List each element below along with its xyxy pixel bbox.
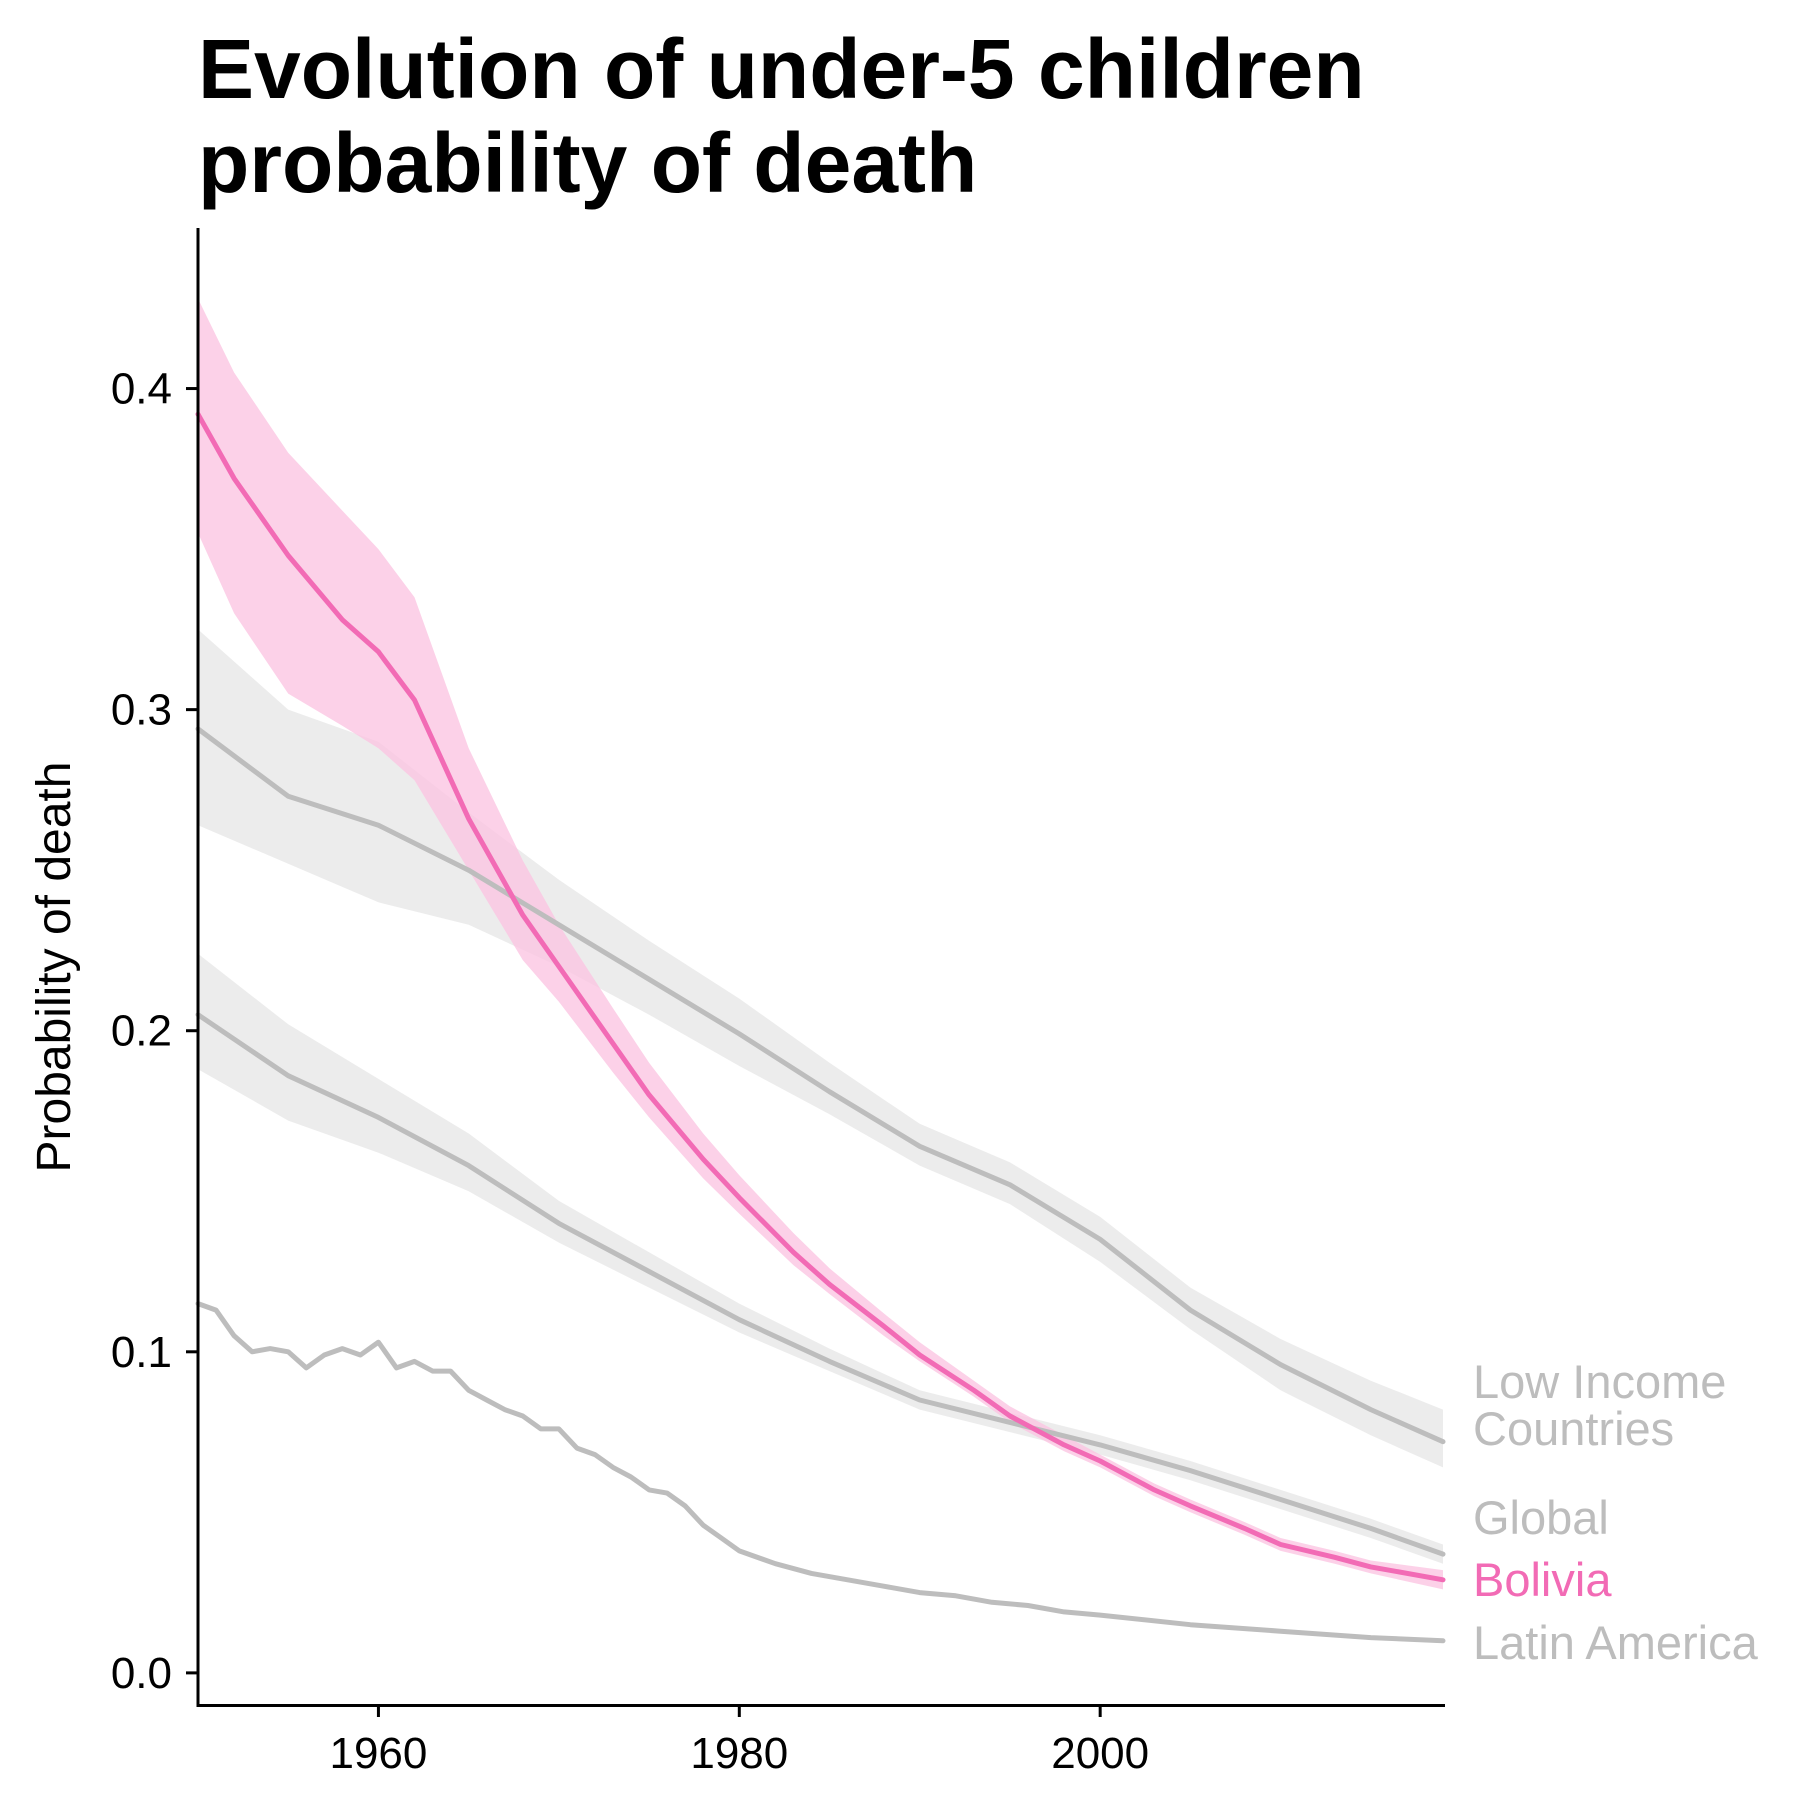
low-income-countries-label: Low Income Countries [1473,1355,1726,1455]
chart-title: Evolution of under-5 children probabilit… [198,22,1698,210]
series-labels: Low Income Countries Global Latin America Bo… [1473,1355,1759,1669]
x-tick-label: 1980 [690,1729,788,1778]
low-income-countries-label-line: Low Income [1473,1355,1726,1408]
bolivia-label: Bolivia [1473,1553,1612,1606]
global-label: Global [1473,1491,1609,1544]
y-tick-label: 0.4 [111,365,172,414]
series-lines [195,411,1446,1644]
y-tick-label: 0.3 [111,686,172,735]
axes [196,228,1445,1707]
latin-america-label-line: Latin America [1473,1616,1759,1669]
chart-title-line-1: Evolution of under-5 children [198,22,1365,116]
y-tick-label: 0.0 [111,1649,172,1698]
y-tick-label: 0.1 [111,1328,172,1377]
axis-ticks: 0.0 0.1 0.2 0.3 0.4 1960 1980 2000 [111,365,1149,1778]
global-label-line: Global [1473,1491,1609,1544]
low-income-countries-band [198,629,1443,1468]
y-tick-label: 0.2 [111,1007,172,1056]
bolivia-band [198,298,1443,1590]
x-tick-label: 1960 [329,1729,427,1778]
low-income-countries-line [195,726,1446,1445]
confidence-bands [198,298,1443,1590]
bolivia-line [195,411,1446,1583]
latin-america-line [195,1301,1446,1644]
global-band [198,953,1443,1564]
chart-title-line-2: probability of death [198,116,978,210]
low-income-countries-label-line: Countries [1473,1402,1674,1455]
global-line [195,1012,1446,1557]
x-tick-label: 2000 [1051,1729,1149,1778]
y-axis-title: Probability of death [28,762,81,1173]
latin-america-label: Latin America [1473,1616,1759,1669]
bolivia-label-line: Bolivia [1473,1553,1612,1606]
